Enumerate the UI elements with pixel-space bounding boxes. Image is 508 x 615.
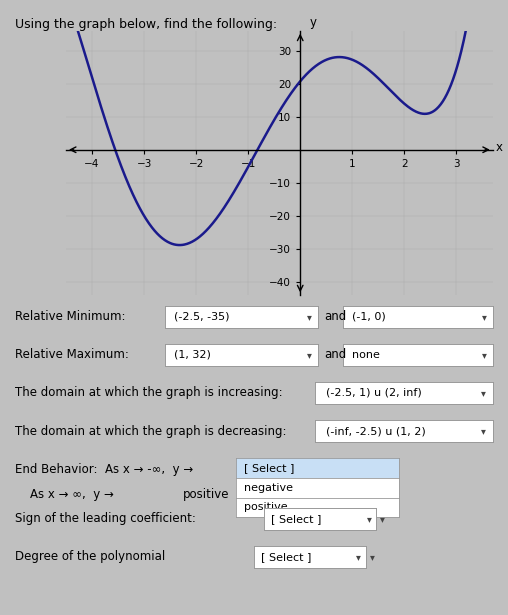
Text: positive: positive	[183, 488, 230, 501]
Text: Sign of the leading coefficient:: Sign of the leading coefficient:	[15, 512, 196, 525]
Text: ▾: ▾	[306, 350, 311, 360]
Text: The domain at which the graph is increasing:: The domain at which the graph is increas…	[15, 386, 283, 400]
Text: (1, 32): (1, 32)	[174, 350, 211, 360]
Text: negative: negative	[244, 483, 293, 493]
Text: ▾: ▾	[482, 312, 487, 322]
Text: Relative Minimum:: Relative Minimum:	[15, 310, 126, 323]
Text: (-2.5, 1) u (2, inf): (-2.5, 1) u (2, inf)	[326, 388, 421, 398]
Text: positive: positive	[244, 502, 288, 512]
Text: ▾: ▾	[367, 514, 371, 524]
Text: (-inf, -2.5) u (1, 2): (-inf, -2.5) u (1, 2)	[326, 426, 425, 436]
Text: Using the graph below, find the following:: Using the graph below, find the followin…	[15, 18, 277, 31]
Text: (-1, 0): (-1, 0)	[352, 312, 386, 322]
Text: As x → ∞,  y →: As x → ∞, y →	[30, 488, 114, 501]
Text: Degree of the polynomial: Degree of the polynomial	[15, 550, 166, 563]
Text: End Behavior:  As x → -∞,  y →: End Behavior: As x → -∞, y →	[15, 462, 194, 476]
Text: [ Select ]: [ Select ]	[261, 552, 311, 562]
Text: ▾: ▾	[482, 350, 487, 360]
Text: [ Select ]: [ Select ]	[271, 514, 321, 524]
Text: and: and	[324, 348, 346, 362]
Text: x: x	[495, 141, 502, 154]
Text: ▾: ▾	[357, 552, 361, 562]
Text: [ Select ]: [ Select ]	[244, 463, 295, 473]
Text: Relative Maximum:: Relative Maximum:	[15, 348, 129, 362]
Text: ▾: ▾	[481, 426, 486, 436]
Text: none: none	[352, 350, 380, 360]
Text: ▾: ▾	[370, 552, 375, 562]
Text: y: y	[310, 16, 316, 29]
Text: ▾: ▾	[380, 514, 385, 524]
Text: (-2.5, -35): (-2.5, -35)	[174, 312, 230, 322]
Text: ▾: ▾	[306, 312, 311, 322]
Text: ▾: ▾	[481, 388, 486, 398]
Text: The domain at which the graph is decreasing:: The domain at which the graph is decreas…	[15, 424, 287, 438]
Text: and: and	[324, 310, 346, 323]
